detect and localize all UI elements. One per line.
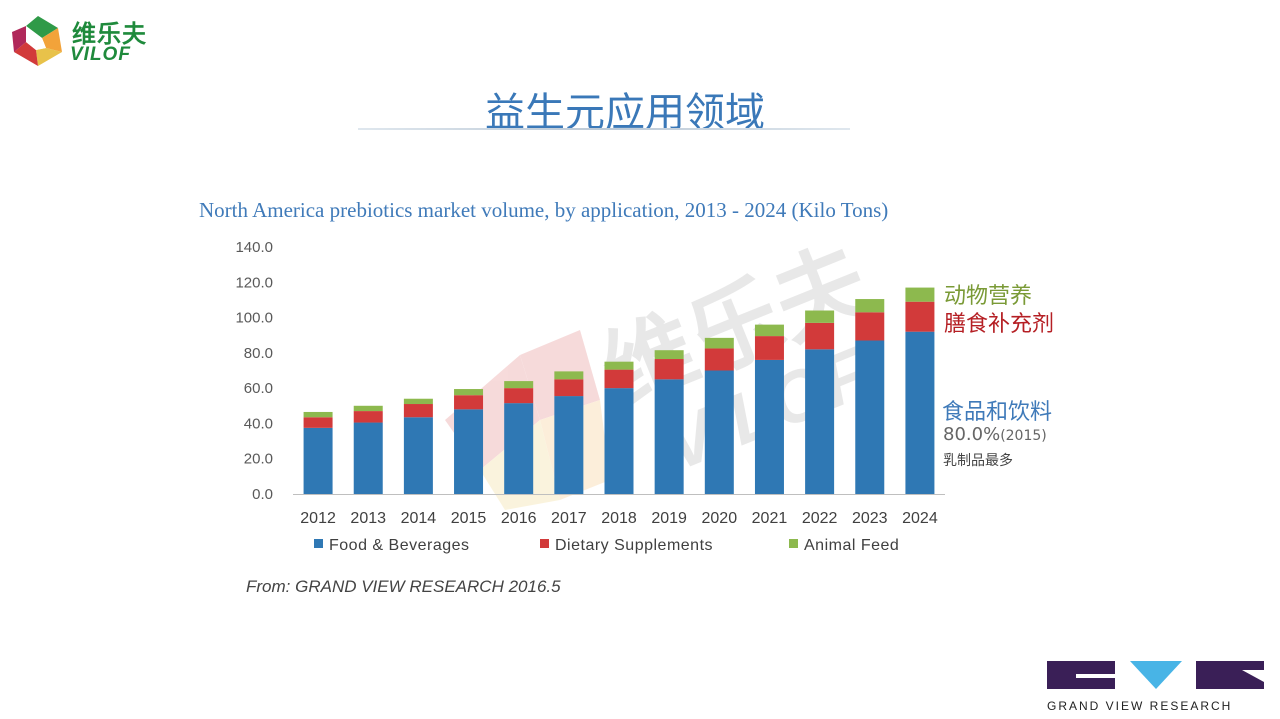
chart-title: North America prebiotics market volume, … bbox=[199, 198, 889, 222]
bar-segment-animal-feed-2014 bbox=[403, 398, 433, 405]
bars bbox=[303, 287, 935, 494]
y-tick-label: 0.0 bbox=[252, 486, 273, 503]
bar-segment-dietary-supplements-2020 bbox=[704, 348, 734, 371]
y-tick-label: 100.0 bbox=[235, 310, 273, 327]
legend-swatch bbox=[789, 539, 798, 548]
x-tick-label: 2018 bbox=[601, 510, 637, 527]
legend-label: Dietary Supplements bbox=[555, 537, 713, 554]
y-tick-label: 80.0 bbox=[244, 345, 273, 362]
bar-segment-food-beverages-2012 bbox=[303, 427, 333, 494]
legend: Food & Beverages Dietary Supplements Anima… bbox=[314, 537, 899, 554]
legend-swatch bbox=[540, 539, 549, 548]
logo-text-cn: 维乐夫 bbox=[72, 20, 147, 48]
bar-segment-dietary-supplements-2024 bbox=[905, 301, 935, 332]
x-tick-label: 2015 bbox=[451, 510, 487, 527]
annotation-dietary-supplements: 膳食补充剂 bbox=[944, 312, 1055, 337]
x-tick-label: 2022 bbox=[802, 510, 838, 527]
vilof-mark-icon bbox=[12, 16, 62, 66]
bar-segment-animal-feed-2024 bbox=[905, 287, 935, 302]
bar-segment-animal-feed-2018 bbox=[604, 361, 634, 370]
bar-segment-food-beverages-2020 bbox=[704, 370, 734, 494]
x-tick-label: 2024 bbox=[902, 510, 938, 527]
bar-segment-dietary-supplements-2015 bbox=[454, 395, 484, 410]
bar-segment-animal-feed-2016 bbox=[504, 381, 534, 389]
bar-segment-dietary-supplements-2023 bbox=[855, 312, 885, 341]
annotation-animal-feed: 动物营养 bbox=[944, 284, 1033, 309]
bar-segment-animal-feed-2023 bbox=[855, 299, 885, 313]
x-tick-label: 2020 bbox=[702, 510, 738, 527]
x-axis: 2012 2013 2014 2015 2016 2017 2018 2019 2020 2021… bbox=[300, 510, 938, 527]
x-tick-label: 2014 bbox=[401, 510, 437, 527]
annotation-food-share: 80.0%(2015) bbox=[943, 424, 1047, 445]
x-tick-label: 2023 bbox=[852, 510, 888, 527]
bar-segment-food-beverages-2018 bbox=[604, 388, 634, 494]
annotation-food-beverages: 食品和饮料 bbox=[942, 400, 1053, 425]
bar-segment-food-beverages-2022 bbox=[805, 349, 835, 494]
bar-segment-animal-feed-2019 bbox=[654, 350, 684, 360]
bar-segment-food-beverages-2021 bbox=[754, 359, 784, 494]
bar-segment-food-beverages-2023 bbox=[855, 340, 885, 494]
legend-swatch bbox=[314, 539, 323, 548]
y-axis: 0.0 20.0 40.0 60.0 80.0 100.0 120.0 140.0 bbox=[235, 239, 273, 503]
x-tick-label: 2017 bbox=[551, 510, 587, 527]
bar-segment-animal-feed-2021 bbox=[754, 324, 784, 337]
bar-segment-animal-feed-2020 bbox=[704, 337, 734, 349]
bar-segment-dietary-supplements-2018 bbox=[604, 369, 634, 389]
title-divider bbox=[358, 128, 850, 130]
annotation-dairy-note: 乳制品最多 bbox=[943, 453, 1013, 469]
bar-segment-animal-feed-2015 bbox=[454, 389, 484, 396]
bar-segment-food-beverages-2019 bbox=[654, 379, 684, 494]
grand-view-research-logo bbox=[1047, 661, 1264, 689]
bar-segment-dietary-supplements-2017 bbox=[554, 379, 584, 397]
bar-segment-dietary-supplements-2012 bbox=[303, 417, 333, 428]
bar-segment-food-beverages-2013 bbox=[353, 422, 383, 494]
legend-label: Food & Beverages bbox=[329, 537, 470, 554]
bar-segment-dietary-supplements-2019 bbox=[654, 359, 684, 380]
bar-segment-food-beverages-2017 bbox=[554, 396, 584, 494]
bar-segment-animal-feed-2022 bbox=[805, 310, 835, 323]
bar-segment-dietary-supplements-2016 bbox=[504, 388, 534, 404]
bar-segment-food-beverages-2024 bbox=[905, 331, 935, 494]
bar-segment-food-beverages-2014 bbox=[403, 417, 433, 494]
bar-segment-animal-feed-2013 bbox=[353, 405, 383, 412]
y-tick-label: 140.0 bbox=[235, 239, 273, 256]
y-tick-label: 40.0 bbox=[244, 415, 273, 432]
x-tick-label: 2021 bbox=[752, 510, 788, 527]
source-citation: From: GRAND VIEW RESEARCH 2016.5 bbox=[246, 577, 561, 596]
x-tick-label: 2012 bbox=[300, 510, 336, 527]
y-tick-label: 20.0 bbox=[244, 451, 273, 468]
food-share-value: 80.0% bbox=[943, 424, 1001, 445]
y-tick-label: 120.0 bbox=[235, 274, 273, 291]
bar-segment-dietary-supplements-2013 bbox=[353, 411, 383, 423]
bar-segment-dietary-supplements-2014 bbox=[403, 404, 433, 418]
vilof-logo: 维乐夫 VILOF bbox=[8, 12, 158, 70]
logo-text-en: VILOF bbox=[70, 44, 131, 65]
bar-segment-animal-feed-2017 bbox=[554, 371, 584, 380]
y-tick-label: 60.0 bbox=[244, 380, 273, 397]
gvr-wordmark: GRAND VIEW RESEARCH bbox=[1047, 699, 1233, 713]
bar-segment-dietary-supplements-2022 bbox=[805, 322, 835, 350]
food-share-year: (2015) bbox=[1000, 428, 1047, 444]
bar-segment-food-beverages-2015 bbox=[454, 409, 484, 494]
legend-label: Animal Feed bbox=[804, 537, 899, 554]
x-tick-label: 2016 bbox=[501, 510, 537, 527]
bar-segment-animal-feed-2012 bbox=[303, 411, 333, 418]
x-tick-label: 2019 bbox=[651, 510, 687, 527]
bar-segment-dietary-supplements-2021 bbox=[754, 336, 784, 360]
gvr-mark-icon bbox=[1047, 661, 1264, 689]
bar-segment-food-beverages-2016 bbox=[504, 403, 534, 494]
x-tick-label: 2013 bbox=[350, 510, 386, 527]
